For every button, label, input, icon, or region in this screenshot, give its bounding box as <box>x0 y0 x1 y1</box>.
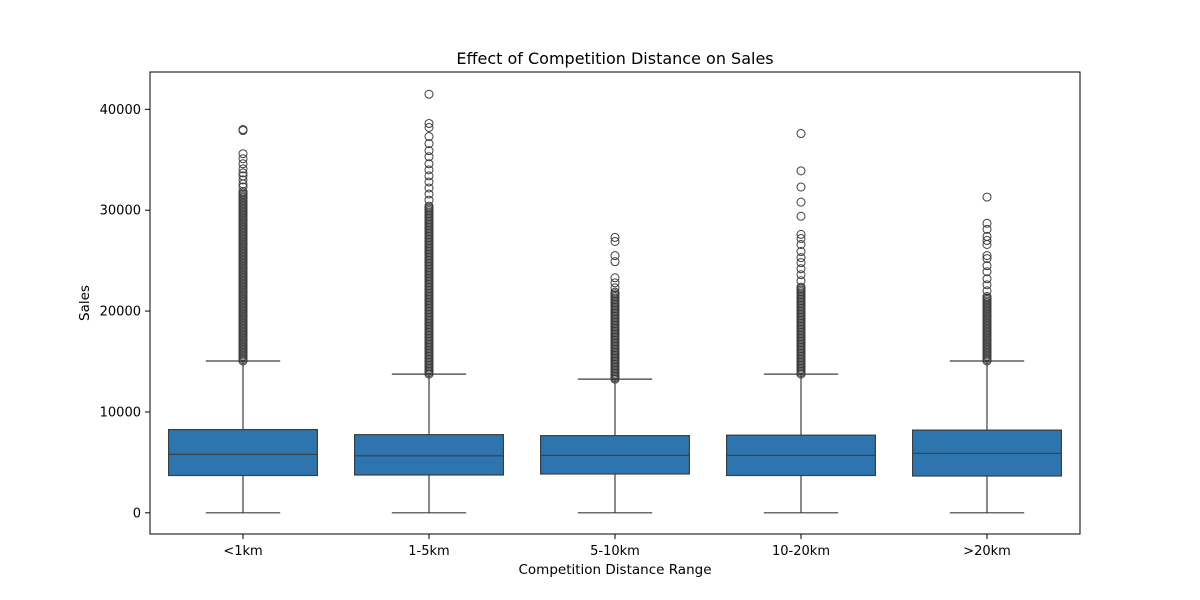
outlier-point <box>238 175 248 185</box>
y-tick-label: 40000 <box>100 103 141 118</box>
outlier-point <box>424 146 434 156</box>
outlier-point <box>424 118 434 128</box>
outlier-point <box>982 251 992 261</box>
outlier-point <box>424 195 434 205</box>
y-tick-label: 0 <box>133 506 141 521</box>
outlier-point <box>796 253 806 263</box>
outlier-point <box>424 171 434 181</box>
outlier-point <box>610 278 620 288</box>
outlier-point <box>424 152 434 162</box>
iqr-box <box>354 434 505 476</box>
box-group <box>168 124 319 514</box>
outlier-point <box>424 89 434 99</box>
outlier-point <box>982 292 992 302</box>
outlier-point <box>610 232 620 242</box>
outlier-point <box>796 239 806 249</box>
outlier-point <box>424 165 434 175</box>
outlier-point <box>982 192 992 202</box>
outlier-point <box>796 247 806 257</box>
outlier-point <box>238 149 248 159</box>
outlier-point <box>796 270 806 280</box>
y-axis: 0 10000 20000 30000 40000 <box>100 103 150 521</box>
box-group <box>725 129 876 514</box>
outlier-point <box>796 211 806 221</box>
outlier-point <box>796 229 806 239</box>
outlier-point <box>424 189 434 199</box>
outlier-point <box>982 231 992 241</box>
outlier-point <box>796 276 806 286</box>
outlier-point <box>982 274 992 284</box>
outlier-point <box>982 261 992 271</box>
outlier-point <box>796 182 806 192</box>
y-tick-label: 30000 <box>100 204 141 219</box>
plot-area <box>168 89 1062 514</box>
outlier-point <box>982 235 992 245</box>
x-axis-label: Competition Distance Range <box>518 562 711 578</box>
x-tick-label: <1km <box>223 544 262 559</box>
outlier-point <box>238 164 248 174</box>
x-tick-label: >20km <box>963 544 1011 559</box>
box-group <box>354 89 505 514</box>
box-group <box>911 192 1062 514</box>
outlier-point <box>424 122 434 132</box>
outlier-point <box>610 236 620 246</box>
outlier-point <box>796 282 806 292</box>
outlier-point <box>796 233 806 243</box>
x-tick-label: 5-10km <box>590 544 640 559</box>
outlier-point <box>796 264 806 274</box>
y-tick-label: 20000 <box>100 305 141 320</box>
outlier-point <box>982 286 992 296</box>
outlier-point <box>424 201 434 211</box>
outlier-point <box>610 273 620 283</box>
outlier-point <box>796 197 806 207</box>
outlier-point <box>796 166 806 176</box>
chart-title: Effect of Competition Distance on Sales <box>456 49 773 68</box>
outlier-point <box>982 218 992 228</box>
outlier-point <box>238 159 248 169</box>
outlier-point <box>238 171 248 181</box>
outlier-point <box>238 182 248 192</box>
outlier-point <box>424 132 434 142</box>
y-axis-label: Sales <box>77 285 93 321</box>
x-axis: <1km 1-5km 5-10km 10-20km >20km <box>223 534 1011 559</box>
outlier-point <box>424 177 434 187</box>
y-tick-label: 10000 <box>100 405 141 420</box>
outlier-point <box>610 257 620 267</box>
outlier-point <box>424 159 434 169</box>
outlier-point <box>610 287 620 297</box>
outlier-point <box>796 129 806 139</box>
x-tick-label: 1-5km <box>408 544 449 559</box>
outlier-point <box>238 124 248 134</box>
outlier-point <box>982 280 992 290</box>
outlier-point <box>238 168 248 178</box>
box-group <box>539 232 690 514</box>
outlier-point <box>610 283 620 293</box>
outlier-point <box>424 139 434 149</box>
iqr-box <box>168 428 319 477</box>
outlier-point <box>982 267 992 277</box>
x-tick-label: 10-20km <box>772 544 830 559</box>
outlier-point <box>982 224 992 234</box>
outlier-point <box>796 258 806 268</box>
outlier-point <box>238 154 248 164</box>
outlier-point <box>610 251 620 261</box>
outlier-point <box>982 254 992 264</box>
outlier-point <box>424 183 434 193</box>
